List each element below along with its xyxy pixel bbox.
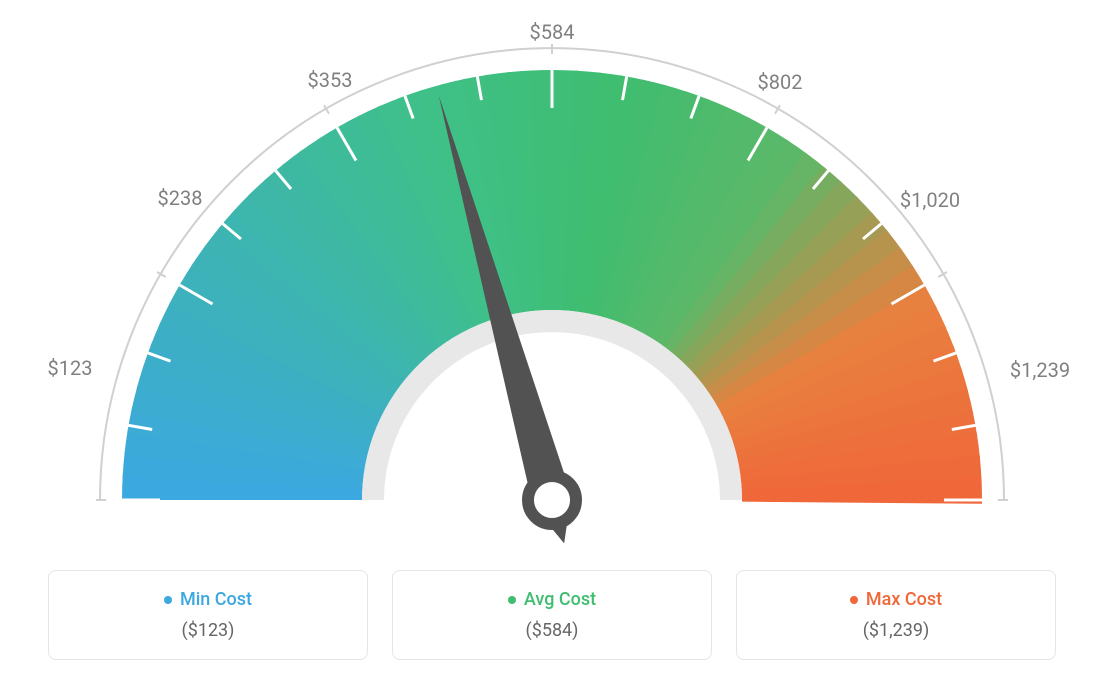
legend-card-avg: Avg Cost ($584) — [392, 570, 712, 660]
legend-label-min: Min Cost — [61, 589, 355, 610]
legend-dot-min — [164, 596, 172, 604]
gauge-chart: $123 $238 $353 $584 $802 $1,020 $1,239 — [0, 0, 1104, 560]
legend-value-max: ($1,239) — [749, 620, 1043, 641]
gauge-tick-label: $1,239 — [1010, 358, 1070, 382]
gauge-tick-label: $123 — [48, 356, 93, 380]
legend-dot-avg — [508, 596, 516, 604]
legend-dot-max — [850, 596, 858, 604]
legend-text-avg: Avg Cost — [524, 589, 596, 610]
gauge-tick-label: $802 — [758, 70, 803, 94]
gauge-tick-label: $238 — [158, 186, 203, 210]
legend-value-avg: ($584) — [405, 620, 699, 641]
legend-label-avg: Avg Cost — [405, 589, 699, 610]
legend-label-max: Max Cost — [749, 589, 1043, 610]
legend-value-min: ($123) — [61, 620, 355, 641]
legend-card-max: Max Cost ($1,239) — [736, 570, 1056, 660]
gauge-tick-label: $353 — [308, 68, 353, 92]
legend-text-max: Max Cost — [866, 589, 942, 610]
legend-text-min: Min Cost — [180, 589, 252, 610]
gauge-tick-label: $1,020 — [900, 188, 960, 212]
legend-row: Min Cost ($123) Avg Cost ($584) Max Cost… — [0, 570, 1104, 660]
legend-card-min: Min Cost ($123) — [48, 570, 368, 660]
gauge-tick-label: $584 — [530, 20, 575, 44]
gauge-svg — [0, 0, 1104, 560]
